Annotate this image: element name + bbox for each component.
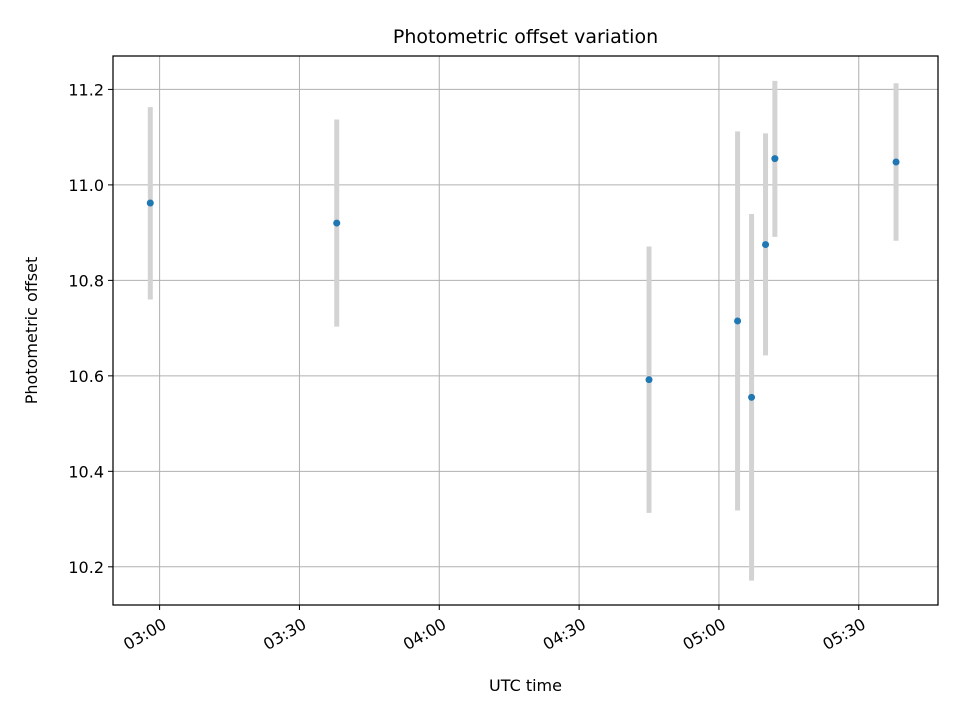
y-tick-label: 11.2	[68, 80, 104, 99]
y-tick-label: 10.2	[68, 558, 104, 577]
y-axis-title: Photometric offset	[22, 257, 41, 405]
x-tick-label: 03:30	[260, 614, 309, 654]
x-tick-label: 04:00	[400, 614, 449, 654]
chart-title: Photometric offset variation	[393, 26, 658, 48]
x-tick-label: 05:00	[680, 614, 729, 654]
data-point	[748, 393, 756, 401]
plot-frame	[112, 55, 939, 606]
data-points	[146, 155, 900, 401]
data-point	[892, 158, 900, 166]
data-point	[771, 155, 779, 163]
y-tick-label: 10.6	[68, 367, 104, 386]
x-tick-label: 03:00	[120, 614, 169, 654]
y-tick-label: 11.0	[68, 176, 104, 195]
data-point	[734, 317, 742, 325]
data-point	[146, 199, 154, 207]
y-tick-label: 10.8	[68, 271, 104, 290]
ticks: 03:00 03:30 04:00 04:30 05:00 05:30 10.2 10.4 10…	[68, 80, 868, 653]
y-tick-label: 10.4	[68, 462, 104, 481]
x-axis-title: UTC time	[489, 676, 562, 695]
data-point	[645, 376, 653, 384]
x-tick-label: 04:30	[540, 614, 589, 654]
grid	[113, 56, 938, 605]
data-point	[762, 241, 770, 249]
data-point	[333, 219, 341, 227]
error-bars	[147, 80, 899, 581]
x-tick-label: 05:30	[819, 614, 868, 654]
